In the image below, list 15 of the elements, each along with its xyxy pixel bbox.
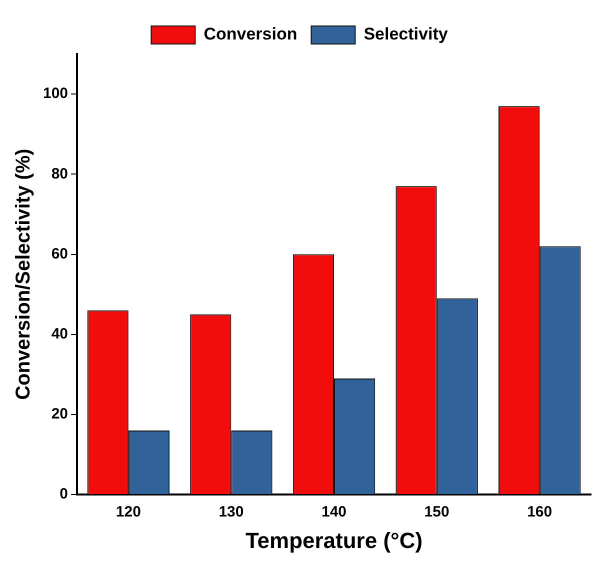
x-tick-label: 140 (322, 504, 347, 521)
x-axis-title: Temperature (°C) (245, 528, 423, 553)
x-tick-label: 150 (424, 504, 450, 521)
legend-label: Conversion (204, 24, 298, 44)
x-tick-label: 120 (116, 504, 141, 521)
y-tick-label: 80 (51, 165, 68, 182)
x-tick-label: 160 (527, 504, 552, 521)
x-tick-label: 130 (218, 504, 244, 521)
y-tick-label: 20 (51, 406, 68, 423)
legend-label: Selectivity (364, 24, 448, 44)
y-tick-label: 100 (42, 85, 68, 102)
y-axis-title: Conversion/Selectivity (%) (12, 148, 35, 400)
y-tick-label: 40 (51, 326, 68, 343)
y-tick-label: 60 (51, 245, 68, 262)
y-tick-label: 0 (60, 486, 68, 503)
